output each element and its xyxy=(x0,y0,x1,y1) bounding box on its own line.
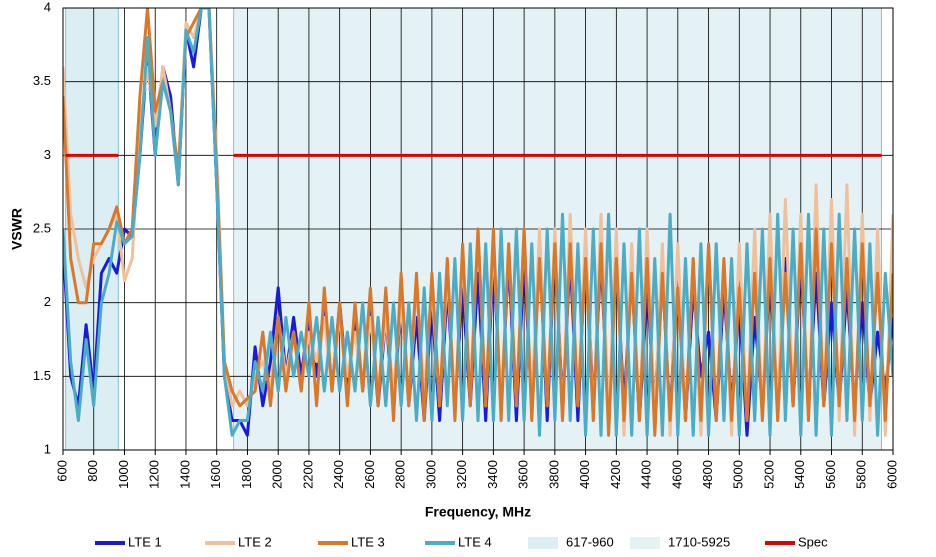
x-tick-label: 600 xyxy=(54,460,69,482)
x-tick-label: 5800 xyxy=(854,460,869,489)
x-tick-label: 4000 xyxy=(577,460,592,489)
y-tick-label: 4 xyxy=(44,0,51,14)
x-tick-label: 3800 xyxy=(546,460,561,489)
y-tick-label: 2 xyxy=(44,294,51,309)
x-tick-label: 5600 xyxy=(823,460,838,489)
x-tick-label: 1600 xyxy=(208,460,223,489)
y-tick-label: 3 xyxy=(44,147,51,162)
y-tick-label: 1.5 xyxy=(33,368,51,383)
y-tick-label: 2.5 xyxy=(33,220,51,235)
x-tick-label: 5200 xyxy=(761,460,776,489)
x-tick-label: 3600 xyxy=(516,460,531,489)
series-line xyxy=(63,8,893,437)
x-tick-label: 1800 xyxy=(239,460,254,489)
y-tick-label: 1 xyxy=(44,441,51,456)
x-tick-label: 4400 xyxy=(639,460,654,489)
x-tick-label: 2000 xyxy=(270,460,285,489)
x-tick-label: 3400 xyxy=(485,460,500,489)
x-tick-label: 5000 xyxy=(731,460,746,489)
x-tick-label: 3000 xyxy=(423,460,438,489)
x-tick-label: 1200 xyxy=(147,460,162,489)
x-tick-label: 5400 xyxy=(792,460,807,489)
legend-label: LTE 1 xyxy=(128,534,162,549)
series-line xyxy=(63,8,893,437)
legend-swatch xyxy=(630,537,660,549)
legend-label: LTE 4 xyxy=(458,534,492,549)
x-tick-label: 1400 xyxy=(177,460,192,489)
x-tick-label: 4800 xyxy=(700,460,715,489)
x-tick-label: 800 xyxy=(85,460,100,482)
series-line xyxy=(63,8,893,437)
x-axis-label: Frequency, MHz xyxy=(425,504,531,520)
legend-label: Spec xyxy=(798,534,828,549)
x-tick-label: 2800 xyxy=(393,460,408,489)
legend-label: LTE 2 xyxy=(238,534,272,549)
legend-swatch xyxy=(528,537,558,549)
x-tick-label: 3200 xyxy=(454,460,469,489)
x-tick-label: 4200 xyxy=(608,460,623,489)
x-tick-label: 4600 xyxy=(669,460,684,489)
x-tick-label: 2200 xyxy=(300,460,315,489)
y-tick-label: 3.5 xyxy=(33,73,51,88)
legend-label: 1710-5925 xyxy=(668,534,730,549)
x-tick-label: 6000 xyxy=(884,460,899,489)
y-axis-label: VSWR xyxy=(9,208,25,250)
plot-frame xyxy=(62,7,894,451)
legend-label: LTE 3 xyxy=(351,534,385,549)
x-tick-label: 2400 xyxy=(331,460,346,489)
legend: LTE 1 LTE 2 LTE 3 LTE 4 617-960 1710-5925 Spec xyxy=(95,534,828,549)
x-tick-label: 2600 xyxy=(362,460,377,489)
x-tick-label: 1000 xyxy=(116,460,131,489)
lines xyxy=(63,8,893,437)
legend-label: 617-960 xyxy=(566,534,614,549)
